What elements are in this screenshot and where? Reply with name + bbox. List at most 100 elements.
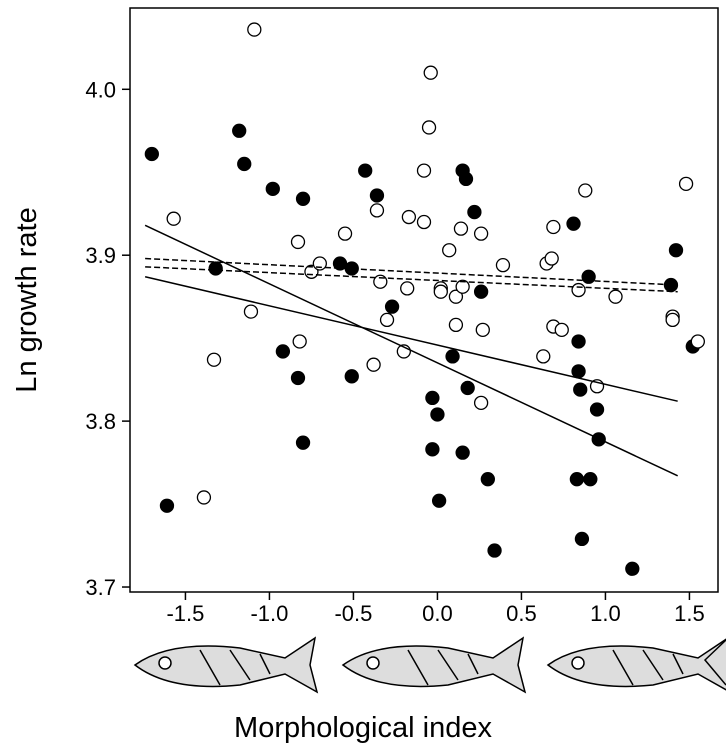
fish <box>546 638 726 691</box>
data-point <box>608 289 623 304</box>
x-tick-label: -0.5 <box>334 601 372 626</box>
data-point <box>455 445 470 460</box>
data-point <box>581 269 596 284</box>
data-point <box>369 203 385 218</box>
data-point <box>536 349 551 364</box>
data-point <box>247 22 262 37</box>
fish <box>133 636 319 694</box>
data-point <box>144 146 159 162</box>
data-point <box>571 334 586 349</box>
data-point <box>292 334 307 349</box>
data-point <box>337 226 353 241</box>
data-point <box>421 120 437 135</box>
fish <box>341 636 527 694</box>
data-point <box>460 380 475 396</box>
fish-tail <box>703 639 726 686</box>
data-point <box>401 209 417 225</box>
fit-line <box>145 257 678 286</box>
data-point <box>473 284 489 299</box>
data-point <box>159 498 175 513</box>
x-axis-label: Morphological index <box>234 712 492 744</box>
y-tick-label: 3.7 <box>85 575 116 600</box>
data-point <box>574 531 590 547</box>
y-tick-label: 3.9 <box>85 243 116 268</box>
data-point <box>431 493 447 508</box>
y-tick-label: 4.0 <box>85 77 116 102</box>
data-point <box>290 370 306 386</box>
data-point <box>433 284 448 299</box>
data-point <box>445 349 460 364</box>
data-point <box>544 251 559 266</box>
data-point <box>473 226 489 241</box>
data-point <box>295 435 311 450</box>
data-point <box>566 216 581 231</box>
x-tick-label: 1.5 <box>674 601 705 626</box>
x-tick-label: 0.5 <box>506 601 537 626</box>
x-tick-label: -1.0 <box>250 601 288 626</box>
data-point <box>475 322 490 338</box>
data-point <box>554 322 569 338</box>
fish-illustrations <box>133 636 726 694</box>
data-point <box>290 234 306 250</box>
data-point <box>369 188 385 203</box>
data-point <box>589 402 605 417</box>
plot-frame <box>129 7 719 593</box>
data-point <box>243 304 259 319</box>
data-point <box>430 407 445 422</box>
data-point <box>208 261 223 276</box>
data-point <box>423 65 438 80</box>
data-point <box>425 390 440 406</box>
x-tick-label: -1.5 <box>166 601 204 626</box>
data-point <box>546 219 561 235</box>
data-point <box>495 258 511 273</box>
data-point <box>166 211 181 226</box>
data-point <box>237 156 252 172</box>
data-point <box>583 472 598 487</box>
data-point <box>312 256 327 271</box>
data-point <box>448 289 464 304</box>
data-point <box>625 561 640 576</box>
data-point <box>571 364 586 379</box>
x-tick-label: 0.0 <box>422 601 453 626</box>
data-point <box>453 221 469 236</box>
fit-line <box>144 224 678 477</box>
data-point <box>400 281 415 296</box>
data-point <box>358 163 373 178</box>
data-point <box>196 490 212 505</box>
data-point <box>665 312 680 328</box>
data-point <box>678 176 694 192</box>
data-point <box>275 344 291 359</box>
data-point <box>379 312 395 328</box>
data-point <box>332 256 348 271</box>
data-point <box>467 204 482 220</box>
data-point <box>366 357 381 372</box>
data-point <box>480 472 495 487</box>
data-point <box>206 352 222 367</box>
data-point <box>573 382 588 397</box>
data-point <box>344 369 359 384</box>
y-axis-label: Ln growth rate <box>11 207 43 392</box>
data-point <box>442 243 457 258</box>
data-point <box>384 299 400 314</box>
data-point <box>232 123 247 138</box>
data-point <box>458 171 474 187</box>
fit-line <box>145 266 678 293</box>
fit-line <box>144 276 678 402</box>
y-tick-label: 3.8 <box>85 409 116 434</box>
data-point <box>295 191 311 206</box>
data-point <box>425 442 440 457</box>
data-point <box>473 395 489 411</box>
data-point <box>455 279 470 294</box>
data-point <box>571 282 586 298</box>
data-point <box>416 214 432 230</box>
data-point <box>416 163 432 178</box>
data-point <box>265 181 280 196</box>
x-tick-label: 1.0 <box>590 601 621 626</box>
data-point <box>578 183 593 198</box>
data-point <box>448 317 464 333</box>
data-point <box>487 543 502 558</box>
data-point <box>569 472 585 487</box>
data-point <box>668 243 684 258</box>
